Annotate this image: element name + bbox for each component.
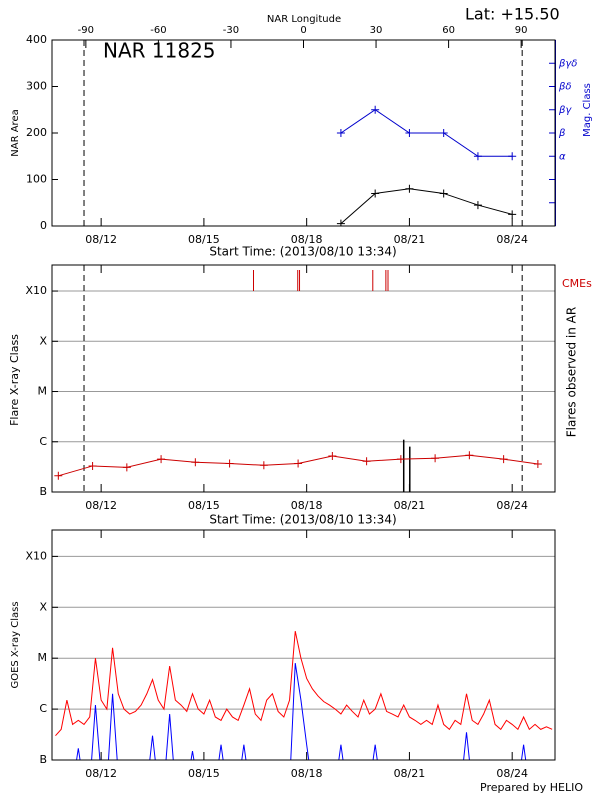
marker bbox=[405, 129, 414, 137]
x-tick-label: 08/12 bbox=[85, 767, 117, 780]
marker bbox=[328, 452, 337, 461]
y-tick-label: 0 bbox=[40, 219, 47, 232]
x-tick-label: 08/15 bbox=[188, 233, 220, 246]
y-tick-label: X bbox=[39, 600, 47, 613]
y-tick-label: X bbox=[39, 334, 47, 347]
x-tick-label: 08/18 bbox=[291, 767, 323, 780]
plot-frame bbox=[51, 39, 556, 227]
marker bbox=[396, 455, 405, 464]
plot-area bbox=[55, 631, 553, 760]
marker bbox=[157, 455, 166, 464]
y-axis-label: GOES X-ray Class bbox=[10, 601, 21, 688]
marker bbox=[259, 461, 268, 470]
series-line bbox=[76, 663, 527, 760]
y2-axis-label: Mag. Class bbox=[582, 83, 593, 137]
y-tick-label: 400 bbox=[26, 33, 47, 46]
marker bbox=[473, 152, 482, 161]
x-tick-label: 08/18 bbox=[291, 233, 323, 246]
marker bbox=[439, 189, 448, 198]
series-line bbox=[55, 631, 553, 737]
series-line bbox=[340, 109, 513, 157]
lat-label: Lat: +15.50 bbox=[465, 5, 560, 24]
plot-area bbox=[336, 105, 517, 226]
marker bbox=[473, 201, 482, 210]
marker bbox=[336, 219, 345, 226]
marker bbox=[191, 458, 200, 467]
marker bbox=[533, 460, 542, 469]
marker bbox=[499, 455, 508, 464]
cme-label: CMEs bbox=[562, 277, 592, 290]
marker bbox=[336, 129, 345, 137]
marker bbox=[465, 451, 474, 460]
x2-axis-label: NAR Longitude bbox=[267, 14, 341, 25]
y-tick-label: 300 bbox=[26, 80, 47, 93]
x-axis-label: Start Time: (2013/08/10 13:34) bbox=[209, 245, 396, 259]
x-axis-label: Start Time: (2013/08/10 13:34) bbox=[209, 513, 396, 527]
y2-axis-label: Flares observed in AR bbox=[565, 307, 579, 437]
y-tick-label: X10 bbox=[25, 284, 47, 297]
y-tick-label: X10 bbox=[25, 549, 47, 562]
y-axis-label: NAR Area bbox=[10, 109, 21, 156]
y2-tick-label: βγ bbox=[558, 105, 572, 116]
x2-tick-label: 30 bbox=[370, 25, 383, 36]
marker bbox=[508, 210, 517, 219]
x-tick-label: 08/24 bbox=[496, 767, 528, 780]
series-line bbox=[340, 188, 513, 225]
x2-tick-label: -30 bbox=[223, 25, 239, 36]
y-tick-label: B bbox=[39, 485, 47, 498]
y-tick-label: M bbox=[38, 385, 48, 398]
x2-tick-label: -60 bbox=[150, 25, 166, 36]
x-tick-label: 08/24 bbox=[496, 499, 528, 512]
marker bbox=[54, 471, 63, 480]
footer: Prepared by HELIO bbox=[480, 781, 583, 794]
x-tick-label: 08/24 bbox=[496, 233, 528, 246]
y2-tick-label: α bbox=[559, 151, 566, 162]
y2-tick-label: βγδ bbox=[558, 58, 577, 69]
x-tick-label: 08/21 bbox=[394, 233, 426, 246]
x-tick-label: 08/21 bbox=[394, 767, 426, 780]
x-tick-label: 08/15 bbox=[188, 767, 220, 780]
x2-tick-label: 60 bbox=[442, 25, 455, 36]
y2-tick-label: βδ bbox=[558, 82, 572, 93]
y2-tick-label: β bbox=[558, 128, 566, 139]
marker bbox=[439, 129, 448, 137]
y-tick-label: 100 bbox=[26, 173, 47, 186]
marker bbox=[405, 184, 414, 193]
x-tick-label: 08/15 bbox=[188, 499, 220, 512]
chart-title: NAR 11825 bbox=[103, 39, 216, 63]
plot-frame bbox=[51, 529, 556, 761]
y-tick-label: 200 bbox=[26, 126, 47, 139]
marker bbox=[122, 463, 131, 472]
marker bbox=[508, 152, 517, 161]
x-tick-label: 08/21 bbox=[394, 499, 426, 512]
y-tick-label: C bbox=[39, 702, 47, 715]
x-tick-label: 08/12 bbox=[85, 499, 117, 512]
marker bbox=[362, 457, 371, 466]
y-tick-label: M bbox=[38, 651, 48, 664]
y-axis-label: Flare X-ray Class bbox=[8, 334, 21, 426]
y-tick-label: B bbox=[39, 753, 47, 766]
x2-tick-label: -90 bbox=[78, 25, 94, 36]
marker bbox=[371, 105, 380, 114]
marker bbox=[294, 459, 303, 468]
x2-tick-label: 0 bbox=[300, 25, 306, 36]
marker bbox=[431, 454, 440, 463]
x2-tick-label: 90 bbox=[515, 25, 528, 36]
plot-area bbox=[54, 270, 542, 492]
y-tick-label: C bbox=[39, 435, 47, 448]
x-tick-label: 08/18 bbox=[291, 499, 323, 512]
marker bbox=[88, 461, 97, 470]
plot-frame bbox=[51, 264, 556, 493]
marker bbox=[371, 189, 380, 198]
marker bbox=[225, 459, 234, 468]
x-tick-label: 08/12 bbox=[85, 233, 117, 246]
